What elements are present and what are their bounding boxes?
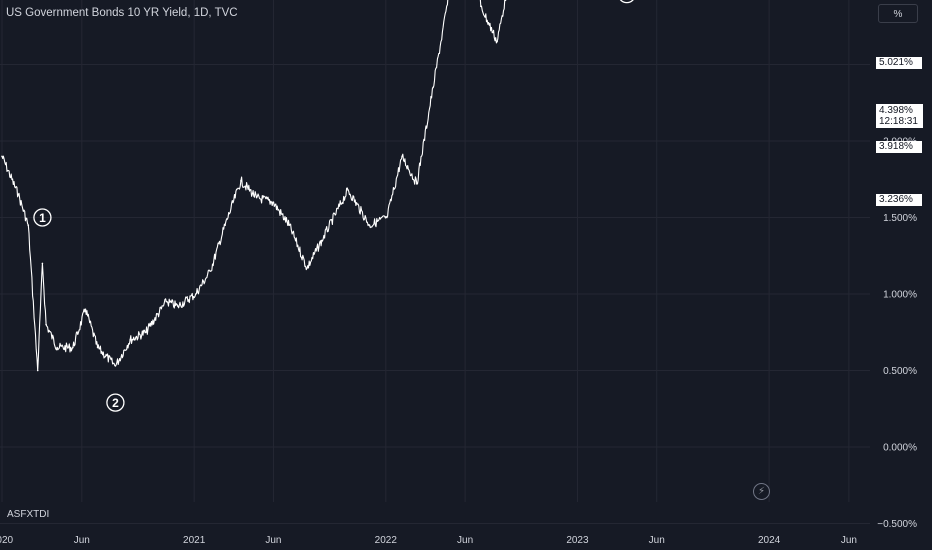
percent-scale-button[interactable]: % [878,4,918,23]
x-tick-label: Jun [265,535,281,546]
series-point [56,346,58,349]
series-point [17,193,20,196]
series-point [224,224,226,226]
current-price-value: 4.398% [879,105,913,116]
chart-title: US Government Bonds 10 YR Yield, 1D, TVC [6,7,238,19]
y-tick-label: 1.000% [883,290,917,301]
wave-label-4: 4 [619,0,634,4]
bar-countdown: 12:18:31 [879,116,918,127]
x-tick-label: Jun [841,535,857,546]
series-point [96,346,99,349]
current-price-tag: 4.398% 12:18:31 [876,104,923,128]
wave-label-1: 1 [33,208,52,227]
series-point [177,305,179,308]
series-point [1,155,3,158]
series-point [432,86,434,89]
wave-labels: 12345 [33,0,634,412]
series-point [496,40,498,43]
series-point [240,179,242,182]
series-point [209,270,212,272]
series-point [84,308,87,311]
series-point [272,201,274,203]
level-tag-3236: 3.236% [876,194,922,206]
wave-label-2: 2 [106,393,125,412]
x-tick-label: Jun [649,535,665,546]
series-point [72,346,74,349]
series-point [194,293,197,295]
series-point [145,331,147,334]
series-point [386,216,388,219]
level-tag-3918: 3.918% [876,141,922,153]
series-point [415,183,418,185]
series-point [129,339,131,341]
series-point [347,189,349,191]
yield-series-line [1,0,507,372]
series-point [114,365,117,367]
series-point [45,323,47,326]
series-point [27,224,30,226]
author-watermark: ASFXTDI [7,509,50,520]
x-axis-background [0,527,932,550]
x-tick-label: 2022 [375,535,398,546]
y-tick-label: 0.500% [883,366,917,377]
series-point [306,267,308,269]
series-point [368,224,371,226]
wave-label-text: 2 [112,396,119,410]
series-point [36,369,39,372]
x-tick-label: 2024 [758,535,781,546]
series-point [320,239,323,242]
y-axis[interactable]: −0.500%0.000%0.500%1.000%1.500%2.000%2.5… [870,0,932,550]
x-tick-label: 2023 [566,535,589,546]
series-point [480,5,482,8]
lightning-icon[interactable]: ⚡ [753,483,770,500]
wave-label-circle [33,208,52,227]
x-axis[interactable]: 2020 Jun 2021 Jun 2022 Jun 2023 Jun 2024 Jun [0,527,932,550]
series-point [401,155,403,158]
y-tick-label: −0.500% [877,519,917,530]
y-tick-label: 1.500% [883,213,917,224]
wave-label-text: 1 [39,211,46,225]
wave-label-circle [619,0,634,4]
x-tick-label: 2020 [0,535,14,546]
series-point [165,300,168,303]
x-tick-label: 2021 [183,535,206,546]
wave-label-text: 4 [623,0,630,2]
series-layer [1,0,507,372]
level-tag-5021: 5.021% [876,57,922,69]
y-tick-label: 0.000% [883,443,917,454]
grid [0,0,870,524]
x-tick-label: Jun [457,535,473,546]
x-tick-label: Jun [74,535,90,546]
series-point [255,196,258,199]
y-axis-background [870,0,932,550]
series-point [41,262,44,265]
wave-label-circle [106,393,125,412]
series-point [288,224,290,226]
